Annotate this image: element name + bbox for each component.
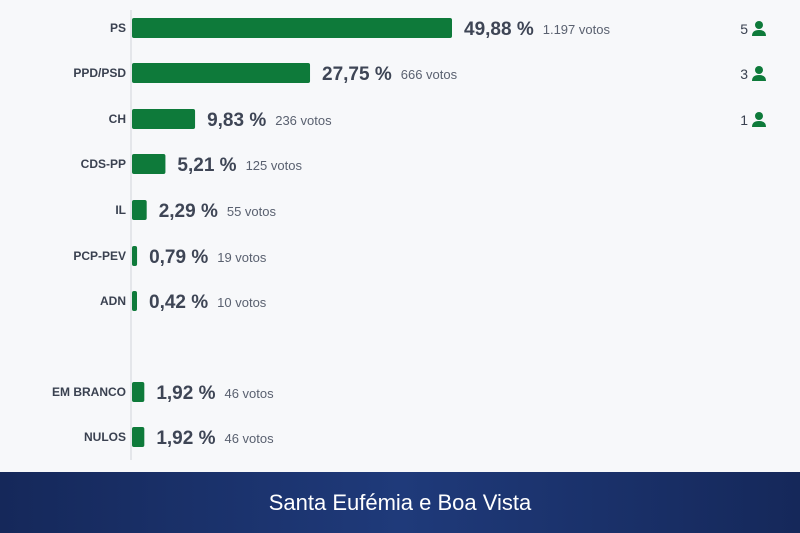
- bar-row: ADN 0,42 % 10 votos: [100, 291, 267, 313]
- category-label: CDS-PP: [81, 157, 126, 171]
- results-chart: PS 49,88 % 1.197 votos 5 PPD/PSD 27,75 % 666 v…: [52, 10, 766, 460]
- percent-label: 9,83 %: [207, 110, 266, 131]
- bar: [132, 18, 452, 38]
- bar-row: NULOS 1,92 % 46 votos: [84, 427, 274, 449]
- bar-row: CDS-PP 5,21 % 125 votos: [81, 154, 303, 176]
- seat-count: 5: [740, 21, 748, 37]
- seat-count: 1: [740, 112, 748, 128]
- votes-label: 125 votos: [246, 158, 303, 173]
- bar-row: PPD/PSD 27,75 % 666 votos 3: [73, 63, 766, 85]
- bar-row: IL 2,29 % 55 votos: [115, 200, 276, 222]
- bar-row: PS 49,88 % 1.197 votos 5: [110, 18, 766, 40]
- bar: [132, 291, 137, 311]
- bar: [132, 246, 138, 266]
- percent-label: 5,21 %: [177, 155, 236, 176]
- parish-title: Santa Eufémia e Boa Vista: [268, 489, 532, 515]
- bar: [132, 109, 196, 129]
- category-label: EM BRANCO: [52, 385, 126, 399]
- percent-label: 27,75 %: [322, 64, 392, 85]
- bar: [132, 427, 145, 447]
- category-label: PCP-PEV: [73, 249, 126, 263]
- votes-label: 46 votos: [224, 386, 274, 401]
- bar: [132, 200, 147, 220]
- person-icon: [752, 21, 766, 36]
- votes-label: 19 votos: [217, 250, 267, 265]
- bar-row: PCP-PEV 0,79 % 19 votos: [73, 246, 267, 268]
- person-icon: [752, 112, 766, 127]
- votes-label: 55 votos: [227, 204, 277, 219]
- category-label: IL: [115, 203, 126, 217]
- person-icon: [752, 66, 766, 81]
- percent-label: 0,79 %: [149, 247, 208, 268]
- votes-label: 236 votos: [275, 113, 332, 128]
- category-label: NULOS: [84, 430, 126, 444]
- percent-label: 1,92 %: [156, 428, 215, 449]
- votes-label: 666 votos: [401, 67, 458, 82]
- percent-label: 49,88 %: [464, 19, 534, 40]
- percent-label: 1,92 %: [156, 383, 215, 404]
- votes-label: 1.197 votos: [543, 22, 611, 37]
- bar: [132, 382, 145, 402]
- category-label: PS: [110, 21, 126, 35]
- footer-banner: Santa Eufémia e Boa Vista: [0, 472, 800, 533]
- percent-label: 0,42 %: [149, 292, 208, 313]
- bar: [132, 63, 311, 83]
- seat-count: 3: [740, 66, 748, 82]
- votes-label: 46 votos: [224, 431, 274, 446]
- bar: [132, 154, 166, 174]
- category-label: CH: [109, 112, 126, 126]
- category-label: ADN: [100, 294, 126, 308]
- votes-label: 10 votos: [217, 295, 267, 310]
- percent-label: 2,29 %: [159, 201, 218, 222]
- bar-row: EM BRANCO 1,92 % 46 votos: [52, 382, 274, 404]
- category-label: PPD/PSD: [73, 66, 126, 80]
- bar-row: CH 9,83 % 236 votos 1: [109, 109, 766, 131]
